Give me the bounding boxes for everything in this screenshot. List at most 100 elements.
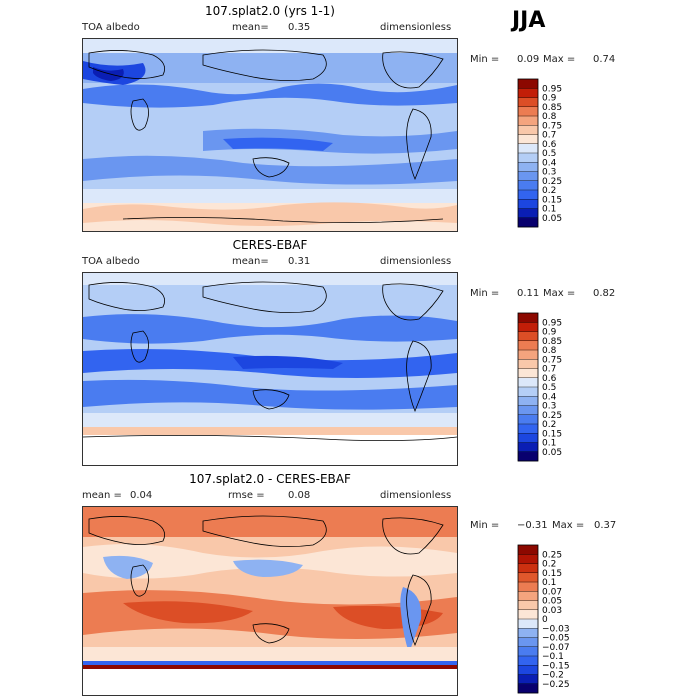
colorbar-swatch bbox=[518, 582, 538, 592]
south-midlat-band bbox=[83, 189, 457, 203]
colorbar-label: 0.7 bbox=[542, 365, 556, 375]
colorbar-label: 0.6 bbox=[542, 140, 557, 150]
colorbar-swatch bbox=[518, 79, 538, 89]
panel-1-map bbox=[82, 38, 458, 232]
colorbar-swatch bbox=[518, 600, 538, 611]
south-subtropic-band bbox=[83, 379, 457, 410]
colorbar-label: 0.9 bbox=[542, 94, 557, 104]
colorbar-label: 0.05 bbox=[542, 448, 562, 458]
colorbar-label: 0.5 bbox=[542, 383, 556, 393]
pacific-dark-core bbox=[233, 355, 343, 369]
colorbar-label: 0.1 bbox=[542, 578, 556, 588]
panel-1-mean-value: 0.35 bbox=[288, 22, 311, 33]
panel-3-colorbar-svg: −0.25−0.2−0.15−0.1−0.07−0.05−0.0300.030.… bbox=[517, 544, 570, 694]
colorbar-swatch bbox=[518, 387, 538, 397]
panel-3-mean-value: 0.04 bbox=[130, 490, 153, 501]
colorbar-swatch bbox=[518, 545, 538, 555]
panel-1-colorbar: 0.05 0.1 0.15 0.2 0.25 0.3 0.4 0.5 0.6 0.7 0.75 0.8… bbox=[512, 78, 602, 228]
colorbar-label: 0.95 bbox=[542, 318, 562, 328]
colorbar-swatch bbox=[518, 572, 538, 583]
southern-ocean-warm bbox=[83, 202, 457, 226]
subtropic-north-band bbox=[83, 83, 457, 108]
panel-3-rmse-value: 0.08 bbox=[288, 490, 311, 501]
colorbar-swatch bbox=[518, 619, 538, 629]
colorbar-label: 0.2 bbox=[542, 560, 556, 570]
colorbar-swatch bbox=[518, 646, 538, 657]
colorbar-label: 0.03 bbox=[542, 606, 562, 616]
panel-3-max-label: Max = bbox=[552, 520, 585, 531]
panel-1-title: 107.splat2.0 (yrs 1-1) bbox=[205, 4, 335, 18]
colorbar-swatch bbox=[518, 350, 538, 360]
colorbar-label: 0.07 bbox=[542, 587, 562, 597]
colorbar-swatch bbox=[518, 377, 538, 388]
colorbar-label: 0.25 bbox=[542, 550, 562, 560]
antarctic-nodata bbox=[83, 435, 457, 465]
colorbar-label: −0.1 bbox=[542, 652, 564, 662]
colorbar-label: 0.5 bbox=[542, 149, 556, 159]
colorbar-swatch bbox=[518, 424, 538, 434]
colorbar-swatch bbox=[518, 125, 538, 135]
colorbar-label: −0.05 bbox=[542, 634, 570, 644]
coastlines bbox=[83, 281, 457, 441]
deep-red-patches bbox=[123, 601, 443, 629]
subtropic-north-band bbox=[83, 314, 457, 344]
colorbar-swatch bbox=[518, 340, 538, 351]
colorbar-label: 0.3 bbox=[542, 402, 556, 412]
colorbar-label: 0.05 bbox=[542, 214, 562, 224]
colorbar-swatch bbox=[518, 451, 538, 462]
colorbar-swatch bbox=[518, 683, 538, 694]
panel-3-min-value: −0.31 bbox=[517, 520, 548, 531]
colorbar-swatch bbox=[518, 322, 538, 332]
colorbar-label: 0.85 bbox=[542, 103, 562, 113]
panel-3-min-label: Min = bbox=[470, 520, 500, 531]
panel-3-colorbar: −0.25 −0.2 −0.15 −0.1 −0.07 −0.05 −0.03 0 0.03 0.… bbox=[512, 544, 602, 694]
panel-3-units: dimensionless bbox=[380, 490, 452, 501]
colorbar-label: −0.07 bbox=[542, 643, 570, 653]
panel-1-units: dimensionless bbox=[380, 22, 452, 33]
season-label: JJA bbox=[512, 8, 546, 33]
colorbar-swatch bbox=[518, 116, 538, 126]
colorbar-label: 0.15 bbox=[542, 569, 562, 579]
southern-red-stripe bbox=[83, 665, 457, 669]
colorbar-label: 0.1 bbox=[542, 205, 556, 215]
colorbar-swatch bbox=[518, 414, 538, 425]
colorbar-swatch bbox=[518, 106, 538, 117]
colorbar-swatch bbox=[518, 97, 538, 108]
panel-1-max-label: Max = bbox=[543, 54, 576, 65]
colorbar-swatch bbox=[518, 88, 538, 98]
colorbar-swatch bbox=[518, 405, 538, 416]
colorbar-label: 0.4 bbox=[542, 392, 557, 402]
colorbar-swatch bbox=[518, 359, 538, 369]
colorbar-label: 0.2 bbox=[542, 420, 556, 430]
colorbar-label: 0.75 bbox=[542, 355, 562, 365]
colorbar-swatch bbox=[518, 143, 538, 154]
panel-1-map-svg bbox=[83, 39, 457, 231]
panel-2-map bbox=[82, 272, 458, 466]
colorbar-label: 0.85 bbox=[542, 337, 562, 347]
colorbar-swatch bbox=[518, 368, 538, 379]
arctic-band bbox=[83, 39, 457, 53]
colorbar-swatch bbox=[518, 628, 538, 638]
andes-blue bbox=[400, 587, 422, 653]
colorbar-swatch bbox=[518, 331, 538, 342]
colorbar-label: 0.25 bbox=[542, 411, 562, 421]
colorbar-label: 0.3 bbox=[542, 168, 556, 178]
colorbar-swatch bbox=[518, 656, 538, 666]
panel-2-min-value: 0.11 bbox=[517, 288, 540, 299]
colorbar-label: 0.75 bbox=[542, 121, 562, 131]
panel-2-variable-label: TOA albedo bbox=[82, 256, 140, 267]
colorbar-label: 0.4 bbox=[542, 158, 557, 168]
panel-3-mean-label: mean = bbox=[82, 490, 122, 501]
panel-1-variable-label: TOA albedo bbox=[82, 22, 140, 33]
panel-2-map-svg bbox=[83, 273, 457, 465]
south-midlat-band bbox=[83, 647, 457, 661]
colorbar-label: 0.9 bbox=[542, 328, 557, 338]
colorbar-label: 0.8 bbox=[542, 346, 557, 356]
colorbar-label: 0.15 bbox=[542, 429, 562, 439]
colorbar-label: 0.25 bbox=[542, 177, 562, 187]
colorbar-swatch bbox=[518, 190, 538, 200]
colorbar-label: 0.05 bbox=[542, 597, 562, 607]
colorbar-label: −0.25 bbox=[542, 680, 570, 690]
colorbar-swatch bbox=[518, 674, 538, 685]
colorbar-label: 0.7 bbox=[542, 131, 556, 141]
